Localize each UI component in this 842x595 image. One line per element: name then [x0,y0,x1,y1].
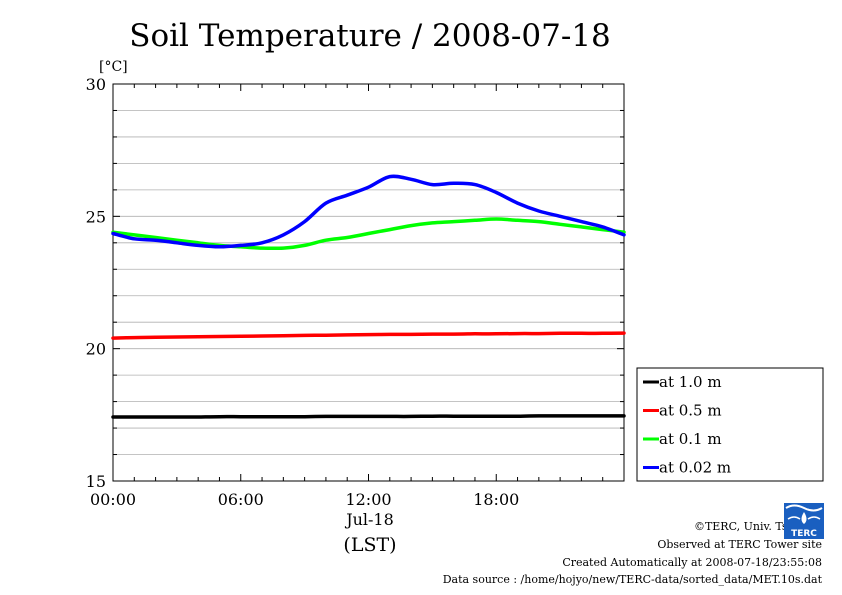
series-line-at-0-5-m [111,331,626,340]
series-line-at-1-0-m [111,414,626,419]
x-tick-label: 06:00 [218,490,264,509]
legend-label-at-0-5-m: at 0.5 m [659,402,722,420]
y-tick-label: 30 [86,75,106,94]
data-source-text: Data source : /home/hojyo/new/TERC-data/… [442,573,822,586]
y-tick-label: 15 [86,472,106,491]
legend-label-at-0-1-m: at 0.1 m [659,430,722,448]
y-tick-label: 20 [86,340,106,359]
legend-label-at-0-02-m: at 0.02 m [659,459,731,477]
x-date-label: Jul-18 [344,510,394,529]
legend-label-at-1-0-m: at 1.0 m [659,373,722,391]
x-tick-label: 18:00 [473,490,519,509]
series-line-at-0-02-m [111,174,626,249]
y-axis-unit: [°C] [99,59,128,75]
plot-frame [112,83,625,482]
logo-lettering: TERC [791,529,817,539]
x-axis-label: (LST) [343,534,396,556]
legend: at 1.0 m at 0.5 m at 0.1 m at 0.02 m [636,367,824,482]
series-line-at-0-1-m [111,217,626,251]
x-tick-label: 00:00 [90,490,136,509]
x-tick-label: 12:00 [345,490,391,509]
created-text: Created Automatically at 2008-07-18/23:5… [562,556,822,569]
plot-area: 15 20 25 30 00:00 06:00 12:00 18:00 [86,75,626,509]
terc-logo: TERC [784,503,824,539]
legend-box [636,367,824,482]
y-tick-label: 25 [86,207,106,226]
chart-title: Soil Temperature / 2008-07-18 [129,18,611,54]
observed-text: Observed at TERC Tower site [657,538,822,551]
